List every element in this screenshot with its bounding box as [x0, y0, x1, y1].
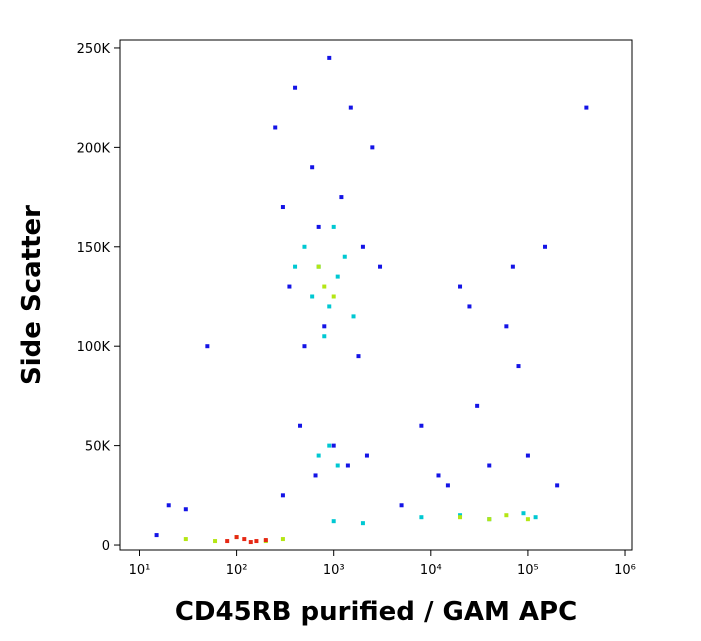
x-tick-label: 10¹ [129, 563, 151, 578]
plot-frame [119, 39, 633, 551]
point [331, 294, 336, 299]
x-tick-label: 10⁵ [517, 563, 539, 578]
point [504, 324, 509, 329]
point [364, 453, 369, 458]
point [521, 511, 526, 516]
point [293, 264, 298, 269]
point [533, 515, 538, 520]
y-tick-label: 200K [77, 141, 111, 156]
point [205, 344, 210, 349]
x-axis-title: CD45RB purified / GAM APC [175, 597, 577, 627]
point [327, 304, 332, 309]
y-tick-label: 250K [77, 42, 111, 57]
x-tick-label: 10⁴ [420, 563, 442, 578]
point [166, 503, 171, 508]
point [316, 453, 321, 458]
point [475, 403, 480, 408]
point [335, 463, 340, 468]
point [360, 244, 365, 249]
x-tick-label: 10² [226, 563, 248, 578]
point [316, 224, 321, 229]
point [280, 205, 285, 210]
point [316, 264, 321, 269]
point [445, 483, 450, 488]
point [399, 503, 404, 508]
y-tick-label: 0 [102, 539, 110, 554]
point [287, 284, 292, 289]
point [322, 284, 327, 289]
point [458, 515, 463, 520]
point [339, 195, 344, 200]
point [348, 105, 353, 110]
y-axis-title: Side Scatter [17, 205, 47, 385]
point [351, 314, 356, 319]
point [302, 244, 307, 249]
point [345, 463, 350, 468]
point [331, 519, 336, 524]
point [419, 515, 424, 520]
point [370, 145, 375, 150]
point [356, 354, 361, 359]
x-tick-label: 10⁶ [614, 563, 636, 578]
point [213, 539, 218, 544]
point [525, 517, 530, 522]
point [525, 453, 530, 458]
point [331, 443, 336, 448]
point [254, 539, 259, 544]
point [327, 55, 332, 60]
y-tick-label: 100K [77, 340, 111, 355]
point [419, 423, 424, 428]
point [310, 294, 315, 299]
point [360, 521, 365, 526]
point [555, 483, 560, 488]
point [467, 304, 472, 309]
point [280, 537, 285, 542]
point [263, 538, 268, 543]
point [234, 535, 239, 540]
point [302, 344, 307, 349]
point [298, 423, 303, 428]
point [504, 513, 509, 518]
point [543, 244, 548, 249]
point [458, 284, 463, 289]
y-tick-label: 150K [77, 241, 111, 256]
point [378, 264, 383, 269]
point [183, 507, 188, 512]
point [183, 537, 188, 542]
point [242, 537, 247, 542]
point [487, 463, 492, 468]
y-tick-label: 50K [85, 440, 111, 455]
point [322, 334, 327, 339]
point [310, 165, 315, 170]
point [327, 443, 332, 448]
point [342, 254, 347, 259]
point [273, 125, 278, 130]
point [510, 264, 515, 269]
point [584, 105, 589, 110]
point [487, 517, 492, 522]
point [322, 324, 327, 329]
point [516, 364, 521, 369]
point [436, 473, 441, 478]
point [331, 224, 336, 229]
point [280, 493, 285, 498]
point [248, 540, 253, 545]
point [313, 473, 318, 478]
point [293, 85, 298, 90]
x-tick-label: 10³ [323, 563, 345, 578]
point [154, 533, 159, 538]
point [335, 274, 340, 279]
point [225, 539, 230, 544]
